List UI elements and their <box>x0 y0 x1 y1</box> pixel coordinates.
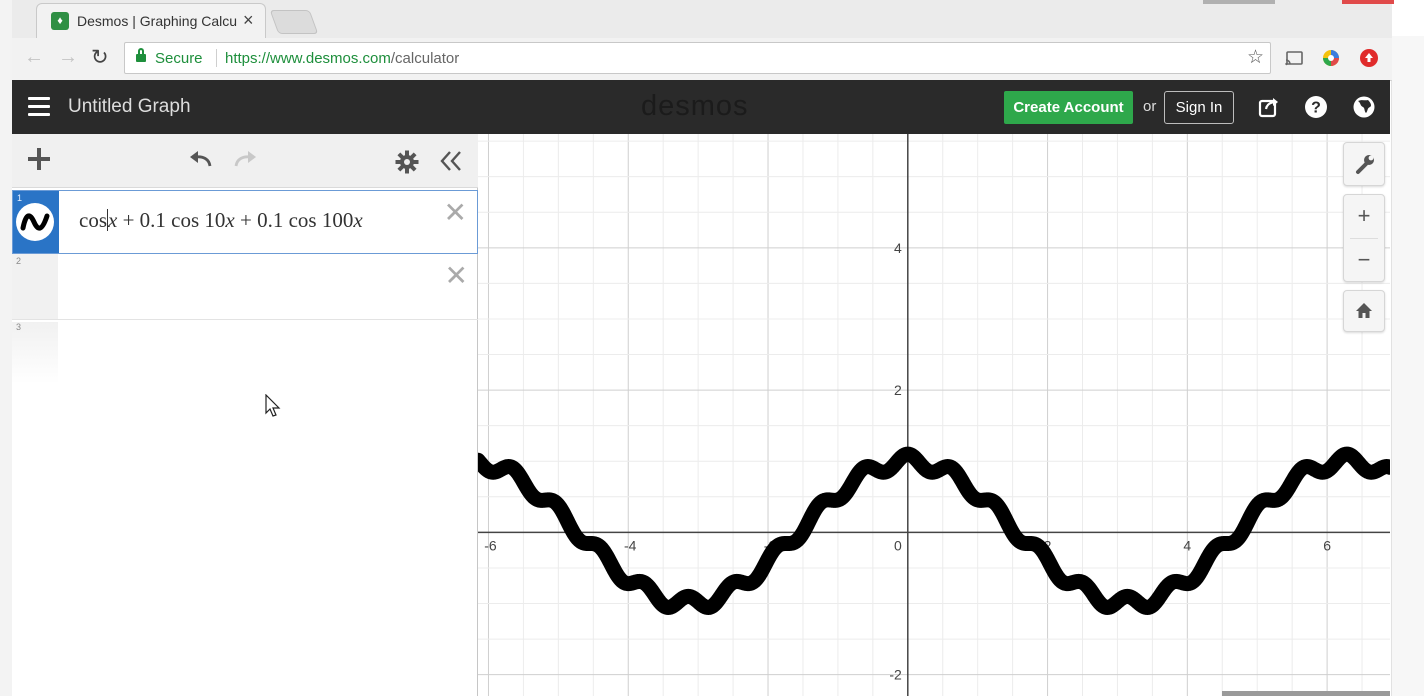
x-tick-label: 0 <box>894 537 902 553</box>
lock-icon <box>136 48 146 62</box>
redo-icon[interactable] <box>232 150 258 170</box>
zoom-out-button[interactable]: − <box>1357 247 1371 272</box>
zoom-divider <box>1350 238 1378 239</box>
record-extension-icon[interactable] <box>1359 48 1379 68</box>
url-path: /calculator <box>390 50 460 67</box>
graph-curve-icon[interactable] <box>16 203 54 241</box>
expr-var: x <box>353 208 363 232</box>
color-extension-icon[interactable] <box>1321 48 1341 68</box>
tab-title: Desmos | Graphing Calcu <box>77 13 238 29</box>
create-account-button[interactable]: Create Account <box>1004 91 1133 124</box>
expr-cos: cos <box>79 208 107 232</box>
expr-var: x <box>225 208 235 232</box>
desmos-logo: desmos <box>641 90 749 122</box>
expression-panel: 1 cosx + 0.1 cos 10x + 0.1 cos 100x ✕ 2 … <box>12 134 478 696</box>
sign-in-button[interactable]: Sign In <box>1164 91 1234 124</box>
or-label: or <box>1143 98 1157 115</box>
graph-title[interactable]: Untitled Graph <box>68 96 191 117</box>
expression-math[interactable]: cosx + 0.1 cos 10x + 0.1 cos 100x <box>79 208 363 233</box>
share-icon[interactable] <box>1257 95 1281 119</box>
expr-term-2: + 0.1 cos 10 <box>117 208 226 232</box>
home-icon <box>1356 303 1372 318</box>
help-icon[interactable]: ? <box>1304 95 1328 119</box>
text-caret <box>107 209 108 231</box>
y-tick-label: 2 <box>894 382 902 398</box>
expression-tab[interactable]: 1 <box>13 191 59 253</box>
delete-expression-icon[interactable]: ✕ <box>443 197 467 228</box>
desmos-favicon-icon: ♦ <box>51 12 69 30</box>
collapse-panel-icon[interactable] <box>439 150 463 172</box>
graph-settings-button[interactable] <box>1343 142 1385 186</box>
x-tick-label: -4 <box>624 537 637 553</box>
x-tick-label: -6 <box>484 537 497 553</box>
expr-term-3: + 0.1 cos 100 <box>234 208 354 232</box>
expression-tab[interactable]: 2 <box>12 254 58 319</box>
window-drag-handle <box>1203 0 1275 4</box>
zoom-controls: + − <box>1343 194 1385 282</box>
delete-expression-icon[interactable]: ✕ <box>444 260 468 291</box>
reload-icon[interactable]: ↻ <box>91 46 109 69</box>
settings-gear-icon[interactable] <box>395 150 419 174</box>
address-bar[interactable]: Secure https://www.desmos.com/calculator… <box>124 42 1271 74</box>
expression-toolbar <box>12 134 478 188</box>
tab-close-icon[interactable]: × <box>243 10 254 30</box>
expression-row[interactable]: 2 ✕ <box>12 254 478 320</box>
desmos-header: Untitled Graph desmos Create Account or … <box>12 80 1390 134</box>
cast-icon[interactable] <box>1284 48 1304 68</box>
new-tab-button[interactable] <box>269 10 319 34</box>
expression-tab-fade: 3 <box>12 322 58 384</box>
y-tick-label: -2 <box>889 667 902 683</box>
expression-index: 3 <box>16 322 22 332</box>
language-globe-icon[interactable] <box>1352 95 1376 119</box>
browser-tab[interactable]: ♦ Desmos | Graphing Calcu × <box>36 3 266 38</box>
taskbar-strip <box>1222 691 1390 696</box>
default-viewport-button[interactable] <box>1343 290 1385 332</box>
y-tick-label: 4 <box>894 240 902 256</box>
graph-paper[interactable]: -6 -4 -2 0 2 4 6 4 2 -2 + − <box>478 134 1390 696</box>
x-tick-label: 4 <box>1183 537 1191 553</box>
url-host: https://www.desmos.com <box>225 50 391 67</box>
bookmark-star-icon[interactable]: ☆ <box>1246 47 1264 68</box>
window-close-strip[interactable] <box>1342 0 1394 4</box>
expr-var: x <box>108 208 118 232</box>
mouse-pointer-icon <box>265 394 281 417</box>
undo-icon[interactable] <box>188 150 214 170</box>
right-window-edge <box>1391 36 1424 696</box>
expression-index: 2 <box>16 256 22 266</box>
expression-row[interactable]: 1 cosx + 0.1 cos 10x + 0.1 cos 100x ✕ <box>12 190 478 254</box>
function-curve <box>478 446 1390 615</box>
zoom-in-button[interactable]: + <box>1357 203 1371 228</box>
back-arrow-icon[interactable]: ← <box>24 46 44 68</box>
svg-text:?: ? <box>1311 100 1321 117</box>
url-text[interactable]: https://www.desmos.com/calculator <box>225 50 459 67</box>
browser-tab-strip: ♦ Desmos | Graphing Calcu × <box>12 0 1392 38</box>
wrench-icon <box>1356 155 1374 174</box>
secure-label: Secure <box>155 50 203 67</box>
browser-toolbar: ← → ↻ Secure https://www.desmos.com/calc… <box>12 38 1392 81</box>
address-separator <box>216 49 217 67</box>
menu-hamburger-icon[interactable] <box>28 97 50 117</box>
add-item-icon[interactable] <box>27 147 51 171</box>
expression-index: 1 <box>17 193 23 203</box>
graph-canvas[interactable]: -6 -4 -2 0 2 4 642-2 <box>478 134 1390 696</box>
x-tick-label: 6 <box>1323 537 1331 553</box>
forward-arrow-icon[interactable]: → <box>58 46 78 68</box>
